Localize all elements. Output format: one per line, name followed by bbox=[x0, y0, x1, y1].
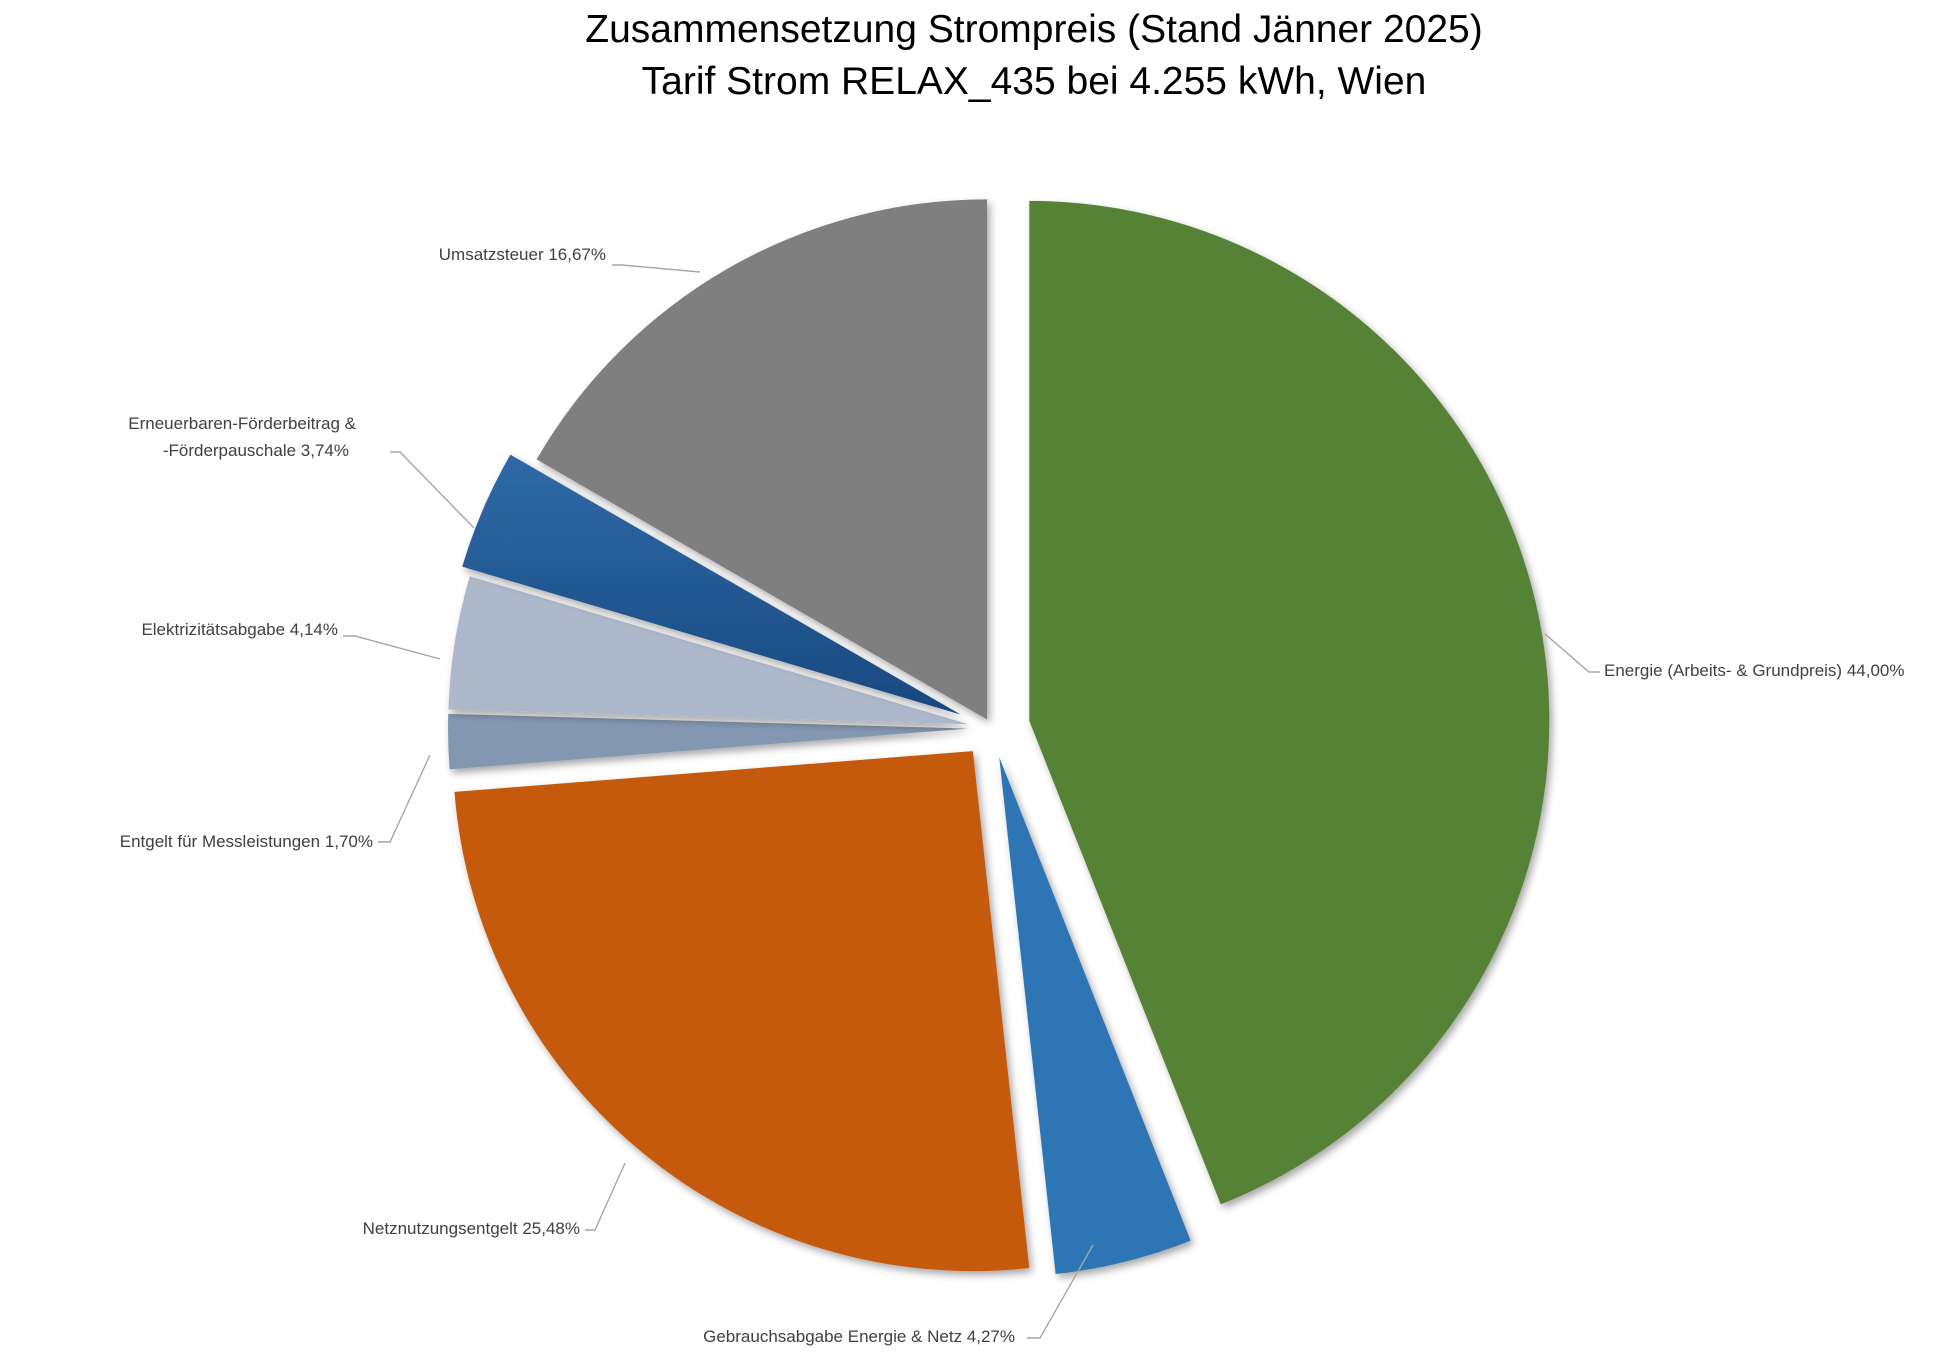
leader-line bbox=[343, 635, 441, 660]
pie-slice bbox=[999, 757, 1191, 1275]
leader-line bbox=[1027, 1244, 1094, 1339]
leader-line bbox=[1544, 633, 1600, 673]
pie-slice bbox=[462, 454, 961, 715]
chart-title: Zusammensetzung Strompreis (Stand Jänner… bbox=[585, 8, 1483, 51]
pie-slice bbox=[448, 713, 969, 770]
chart-subtitle: Tarif Strom RELAX_435 bei 4.255 kWh, Wie… bbox=[641, 60, 1427, 103]
pie-slice bbox=[454, 751, 1030, 1272]
leader-line bbox=[378, 754, 431, 843]
slice-data-label: Gebrauchsabgabe Energie & Netz 4,27% bbox=[703, 1327, 1015, 1346]
slice-data-label: Netznutzungsentgelt 25,48% bbox=[363, 1219, 580, 1238]
leader-line bbox=[585, 1162, 626, 1231]
slice-data-label: Erneuerbaren-Förderbeitrag & -Förderpausc… bbox=[128, 414, 356, 460]
slice-data-label: Energie (Arbeits- & Grundpreis) 44,00% bbox=[1604, 661, 1904, 680]
pie-slice bbox=[536, 199, 987, 720]
pie-slice bbox=[448, 576, 969, 725]
leader-line bbox=[612, 264, 701, 273]
leader-line bbox=[390, 451, 475, 529]
slice-data-label: Elektrizitätsabgabe 4,14% bbox=[141, 620, 338, 639]
slice-data-label: Entgelt für Messleistungen 1,70% bbox=[120, 832, 373, 851]
pie-slice bbox=[1029, 200, 1550, 1205]
slice-data-label: Umsatzsteuer 16,67% bbox=[439, 245, 606, 264]
